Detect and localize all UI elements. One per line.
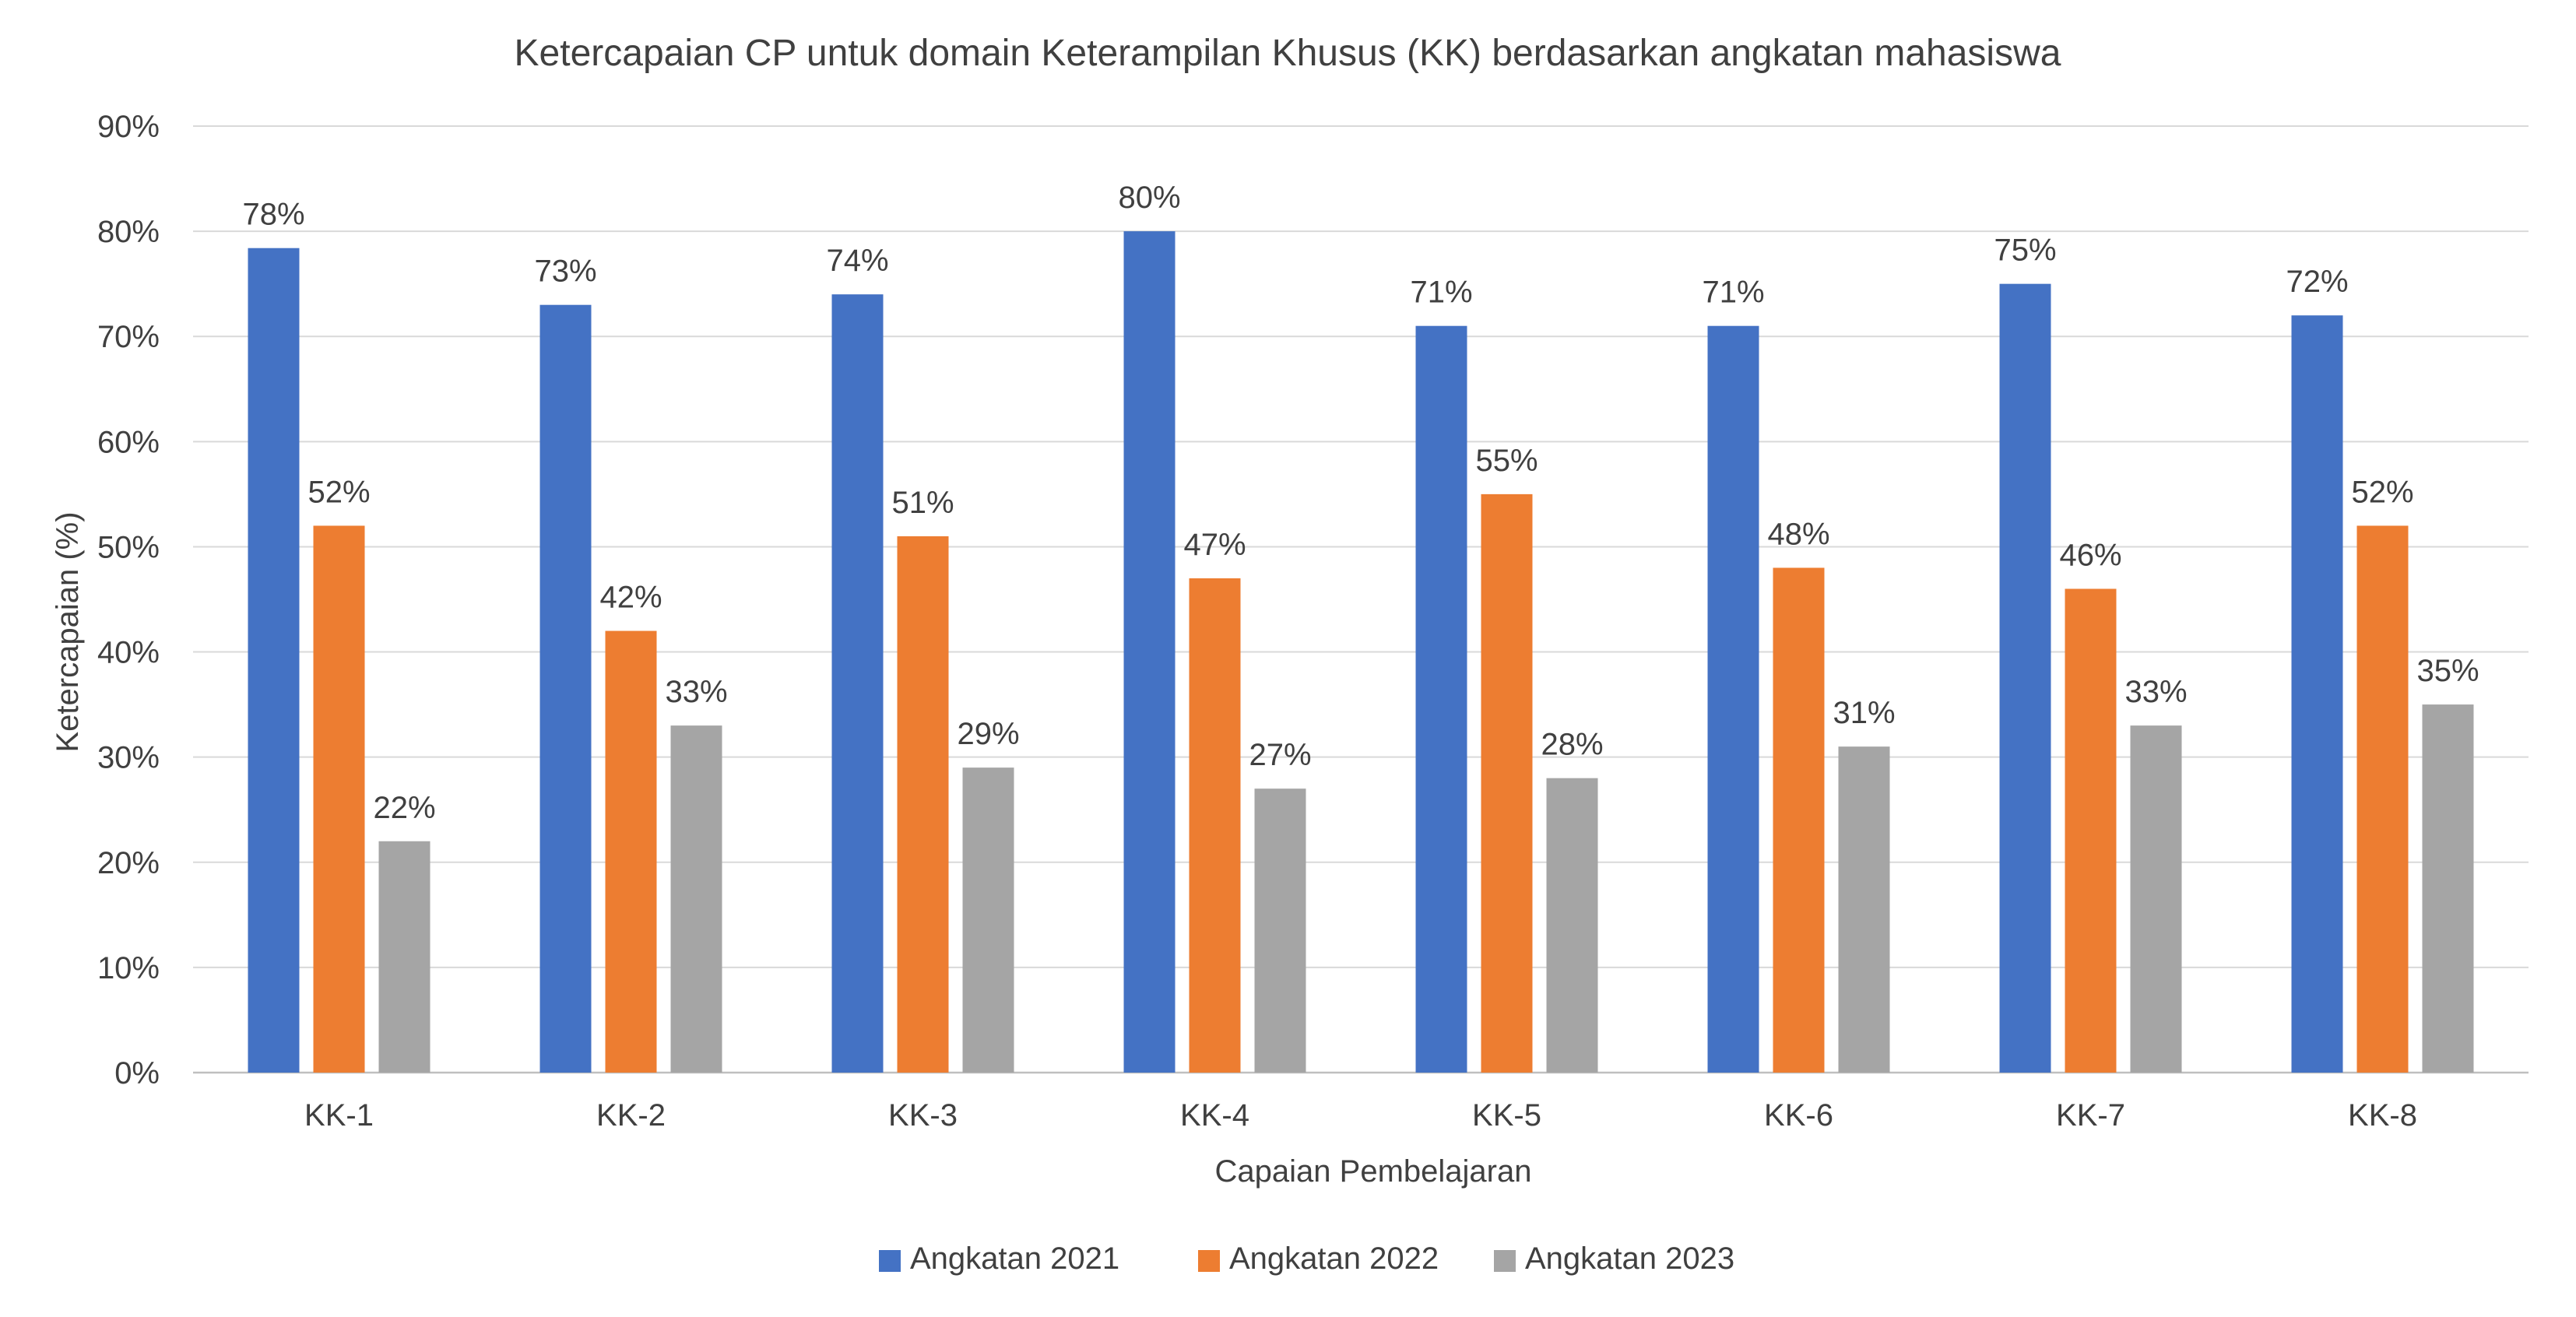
legend-label: Angkatan 2022 — [1229, 1241, 1439, 1276]
bar — [1546, 778, 1598, 1073]
bar-data-label: 71% — [1410, 276, 1472, 310]
bar — [2130, 725, 2182, 1073]
bar — [1481, 493, 1533, 1073]
x-axis-title: Capaian Pembelajaran — [1215, 1154, 1532, 1189]
x-tick-label: KK-3 — [888, 1098, 958, 1133]
y-tick-label: 70% — [97, 320, 160, 354]
bar-data-label: 72% — [2286, 265, 2348, 299]
y-axis-title: Ketercapaian (%) — [51, 511, 85, 752]
legend-swatch — [879, 1250, 901, 1272]
bar-data-label: 55% — [1475, 444, 1538, 478]
y-tick-label: 90% — [97, 110, 160, 144]
bar-data-label: 73% — [534, 255, 596, 289]
bar — [670, 725, 722, 1073]
bar-data-label: 28% — [1541, 728, 1603, 762]
legend-swatch — [1198, 1250, 1220, 1272]
bar — [897, 536, 949, 1073]
y-tick-label: 20% — [97, 846, 160, 880]
bar — [1415, 325, 1467, 1073]
y-tick-label: 40% — [97, 636, 160, 670]
bar — [1123, 231, 1176, 1073]
bar-data-label: 51% — [891, 486, 954, 520]
bar-data-label: 71% — [1702, 276, 1764, 310]
x-tick-label: KK-2 — [596, 1098, 666, 1133]
bar-data-label: 74% — [826, 244, 888, 278]
bar-data-label: 29% — [957, 717, 1019, 751]
bar — [1999, 283, 2051, 1073]
bar — [539, 304, 592, 1073]
bar-data-label: 31% — [1833, 696, 1895, 730]
bar-data-label: 48% — [1767, 517, 1829, 551]
bar — [313, 525, 365, 1073]
bar — [2065, 588, 2117, 1073]
x-tick-label: KK-4 — [1180, 1098, 1249, 1133]
bar — [378, 841, 431, 1073]
bar — [1838, 746, 1890, 1073]
y-axis-tick-labels: 0% 10% 20% 30% 40% 50% 60% 70% 80% 90% — [97, 110, 160, 1090]
bar-data-label: 46% — [2059, 538, 2121, 572]
y-tick-label: 60% — [97, 425, 160, 459]
bar-data-label: 78% — [242, 198, 304, 232]
bar-data-label: 47% — [1183, 528, 1246, 562]
y-tick-label: 0% — [114, 1056, 160, 1090]
bar — [962, 767, 1014, 1073]
y-tick-label: 80% — [97, 215, 160, 249]
x-axis-tick-labels: KK-1 KK-2 KK-3 KK-4 KK-5 KK-6 KK-7 KK-8 — [304, 1098, 2417, 1133]
x-tick-label: KK-8 — [2348, 1098, 2417, 1133]
bar-data-label: 52% — [2351, 475, 2413, 509]
y-tick-label: 10% — [97, 951, 160, 985]
chart-title: Ketercapaian CP untuk domain Keterampila… — [515, 33, 2061, 74]
bar-data-label: 75% — [1994, 234, 2056, 268]
bar-data-label: 27% — [1249, 738, 1311, 772]
x-tick-label: KK-7 — [2056, 1098, 2125, 1133]
bar-data-label: 42% — [599, 581, 662, 615]
bar-data-label: 52% — [308, 475, 370, 509]
bar — [1254, 788, 1306, 1073]
legend-label: Angkatan 2023 — [1525, 1241, 1734, 1276]
bar-data-label: 33% — [665, 675, 727, 709]
bar — [1773, 567, 1825, 1073]
bar — [2422, 704, 2474, 1073]
legend: Angkatan 2021 Angkatan 2022 Angkatan 2023 — [879, 1241, 1734, 1276]
bar-data-label: 80% — [1118, 181, 1180, 215]
legend-swatch — [1494, 1250, 1516, 1272]
x-tick-label: KK-1 — [304, 1098, 374, 1133]
x-tick-label: KK-5 — [1472, 1098, 1541, 1133]
y-tick-label: 30% — [97, 741, 160, 775]
bar — [1707, 325, 1759, 1073]
bar — [831, 294, 884, 1073]
bars — [248, 231, 2474, 1073]
bar — [605, 630, 657, 1073]
bar-data-label: 33% — [2124, 675, 2187, 709]
y-tick-label: 50% — [97, 530, 160, 564]
legend-label: Angkatan 2021 — [910, 1241, 1119, 1276]
x-tick-label: KK-6 — [1764, 1098, 1833, 1133]
bar — [1189, 578, 1241, 1073]
bar — [2291, 315, 2343, 1073]
bar — [2356, 525, 2409, 1073]
bar-data-label: 35% — [2416, 654, 2479, 688]
bar-data-labels: 78% 52% 22% 73% 42% 33% 74% 51% 29% 80% 47% 27% 71% 5… — [242, 181, 2479, 825]
bar — [248, 248, 300, 1073]
bar-data-label: 22% — [373, 791, 435, 825]
